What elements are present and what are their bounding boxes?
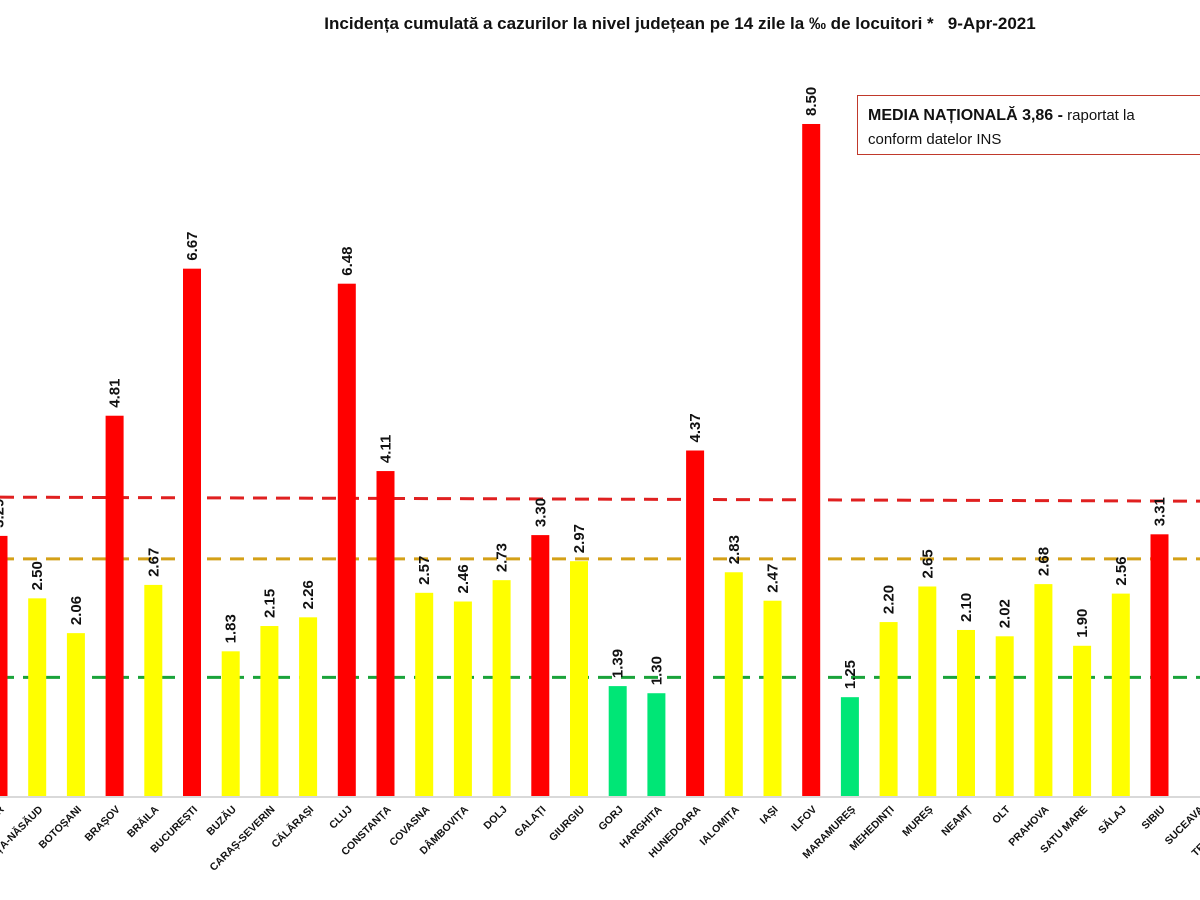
data-label: 1.25 — [842, 660, 859, 689]
bar — [763, 600, 782, 796]
category-label: SUCEAVA — [1163, 803, 1200, 847]
data-label: 3.29 — [0, 499, 8, 528]
bar — [879, 622, 898, 796]
bar — [724, 572, 743, 796]
category-label: BRAȘOV — [82, 804, 122, 844]
national-average-box: MEDIA NAȚIONALĂ 3,86 - raportat la confo… — [857, 95, 1200, 155]
category-label: DOLJ — [481, 804, 509, 832]
data-label: 2.73 — [494, 543, 511, 572]
bar — [608, 686, 627, 796]
bar — [802, 123, 821, 797]
bar — [221, 651, 240, 796]
data-label: 2.26 — [300, 580, 317, 609]
bar — [453, 601, 472, 796]
bar — [299, 617, 318, 796]
category-label: BRĂILA — [124, 803, 162, 841]
data-label: 2.06 — [68, 596, 85, 625]
bar — [66, 633, 85, 796]
bar — [531, 535, 550, 796]
data-label: 2.57 — [416, 556, 433, 585]
category-label: CARAȘ-SEVERIN — [208, 804, 278, 874]
category-label: BIHOR — [0, 803, 7, 836]
data-label: 2.97 — [571, 524, 588, 553]
data-label: 1.83 — [223, 614, 240, 643]
category-label: SĂLAJ — [1095, 803, 1129, 837]
bar — [0, 535, 8, 796]
bar — [570, 561, 588, 796]
category-label: CLUJ — [327, 804, 355, 832]
category-label: IAȘI — [758, 804, 781, 827]
national-average-value: MEDIA NAȚIONALĂ 3,86 - — [868, 107, 1063, 124]
bar — [918, 586, 937, 796]
bar — [28, 598, 47, 796]
data-label: 3.31 — [1152, 497, 1169, 526]
bar — [1034, 584, 1053, 796]
bar — [647, 693, 666, 796]
data-label: 2.83 — [726, 535, 743, 564]
bar — [415, 592, 434, 796]
category-label: BUZĂU — [204, 803, 239, 838]
category-label: CĂLĂRAȘI — [269, 803, 317, 851]
data-label: 4.37 — [687, 413, 704, 442]
bar — [144, 584, 163, 796]
bar — [183, 268, 201, 796]
data-label: 2.56 — [1113, 556, 1130, 585]
data-label: 2.65 — [919, 549, 936, 578]
data-label: 4.11 — [378, 435, 395, 463]
data-label: 6.48 — [339, 246, 356, 275]
data-label: 2.15 — [261, 589, 278, 618]
national-average-source: conform datelor INS — [868, 131, 1002, 148]
data-label: 2.67 — [145, 548, 162, 577]
data-label: 2.68 — [1035, 547, 1052, 576]
bar — [260, 626, 279, 796]
bar — [957, 629, 975, 796]
data-label: 2.46 — [455, 564, 472, 593]
bar — [840, 697, 859, 796]
bar — [105, 415, 124, 796]
data-label: 3.30 — [532, 498, 549, 527]
bar — [686, 450, 705, 796]
data-label: 8.50 — [803, 87, 820, 116]
chart-title: Incidența cumulată a cazurilor la nivel … — [324, 14, 1036, 33]
bar — [1150, 534, 1169, 796]
bar — [1073, 645, 1092, 796]
bar — [492, 580, 511, 796]
category-label: IALOMIȚA — [698, 803, 743, 848]
national-average-note: raportat la — [1062, 107, 1135, 124]
category-label: ILFOV — [789, 804, 819, 834]
bar — [376, 471, 395, 796]
category-label: GIURGIU — [547, 804, 587, 844]
data-label: 6.67 — [184, 231, 201, 260]
data-label: 2.20 — [881, 585, 898, 614]
bar — [995, 636, 1014, 796]
data-label: 2.50 — [29, 561, 46, 590]
data-label: 1.39 — [610, 649, 627, 678]
reference-line — [0, 495, 1200, 503]
category-label: OLT — [990, 803, 1013, 826]
bar — [337, 283, 356, 797]
data-label: 2.02 — [997, 599, 1014, 628]
data-label: 1.30 — [648, 656, 665, 685]
category-label: MUREȘ — [900, 804, 935, 839]
category-label: GORJ — [596, 804, 626, 834]
data-label: 1.90 — [1074, 609, 1091, 638]
category-label: NEAMȚ — [939, 803, 974, 838]
bar — [1111, 593, 1130, 796]
category-label: SIBIU — [1139, 804, 1167, 832]
data-label: 2.10 — [958, 593, 975, 622]
data-label: 2.47 — [765, 564, 782, 593]
category-label: GALAȚI — [512, 804, 548, 840]
data-label: 4.81 — [107, 379, 124, 408]
